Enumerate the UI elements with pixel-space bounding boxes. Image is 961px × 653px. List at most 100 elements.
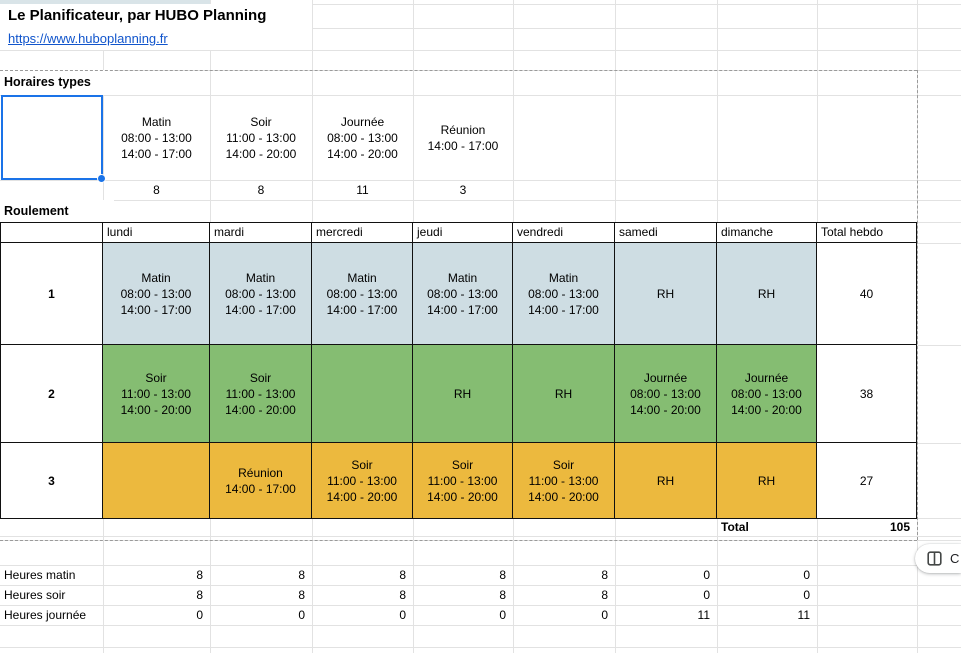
- shift-name: Matin: [141, 270, 171, 285]
- day-header[interactable]: jeudi: [413, 223, 513, 243]
- heures-value[interactable]: 8: [196, 568, 203, 582]
- schedule-cell[interactable]: Journée 08:00 - 13:00 14:00 - 20:00: [717, 345, 817, 443]
- website-link[interactable]: https://www.huboplanning.fr: [0, 28, 312, 50]
- gridline-h: [0, 605, 961, 606]
- shift-hours-cell[interactable]: 8: [153, 183, 160, 197]
- schedule-cell[interactable]: Soir 11:00 - 13:00 14:00 - 20:00: [210, 345, 312, 443]
- shift-time: 11:00 - 13:00: [226, 130, 296, 145]
- shift-time: 08:00 - 13:00: [326, 286, 398, 301]
- schedule-cell[interactable]: Réunion 14:00 - 17:00: [210, 443, 312, 519]
- rotation-number[interactable]: 3: [1, 443, 103, 519]
- heures-value[interactable]: 11: [697, 608, 710, 622]
- heures-value[interactable]: 0: [703, 588, 710, 602]
- schedule-cell[interactable]: Matin 08:00 - 13:00 14:00 - 17:00: [513, 243, 615, 345]
- shift-name: Matin: [548, 270, 579, 285]
- schedule-cell[interactable]: Matin 08:00 - 13:00 14:00 - 17:00: [103, 243, 210, 345]
- day-header[interactable]: samedi: [615, 223, 717, 243]
- day-header[interactable]: vendredi: [513, 223, 615, 243]
- day-header[interactable]: dimanche: [717, 223, 817, 243]
- schedule-cell[interactable]: Soir 11:00 - 13:00 14:00 - 20:00: [103, 345, 210, 443]
- heures-journee-label[interactable]: Heures journée: [4, 608, 87, 622]
- heures-value[interactable]: 0: [803, 588, 810, 602]
- heures-value[interactable]: 8: [601, 568, 608, 582]
- heures-value[interactable]: 8: [399, 588, 406, 602]
- partial-row-cell: [103, 0, 210, 4]
- schedule-cell[interactable]: RH: [717, 243, 817, 345]
- column-stats-button-label: C: [950, 551, 960, 566]
- shift-time: 11:00 - 13:00: [121, 386, 191, 401]
- total-value[interactable]: 105: [889, 520, 910, 534]
- column-stats-icon: [927, 551, 942, 566]
- heures-soir-label[interactable]: Heures soir: [4, 588, 66, 602]
- fill-handle[interactable]: [97, 174, 106, 183]
- gridline-h: [0, 625, 961, 626]
- heures-value[interactable]: 11: [797, 608, 810, 622]
- shift-time: 14:00 - 20:00: [120, 402, 192, 417]
- heures-matin-label[interactable]: Heures matin: [4, 568, 76, 582]
- schedule-cell[interactable]: Soir 11:00 - 13:00 14:00 - 20:00: [413, 443, 513, 519]
- shift-type-journee[interactable]: Journée 08:00 - 13:00 14:00 - 20:00: [312, 95, 413, 180]
- roulement-label[interactable]: Roulement: [0, 200, 114, 222]
- heures-value[interactable]: 0: [703, 568, 710, 582]
- shift-name: Journée: [340, 114, 385, 129]
- heures-value[interactable]: 0: [298, 608, 305, 622]
- shift-hours-cell[interactable]: 3: [459, 183, 467, 197]
- total-label[interactable]: Total: [721, 520, 749, 534]
- schedule-cell[interactable]: Soir 11:00 - 13:00 14:00 - 20:00: [513, 443, 615, 519]
- heures-value[interactable]: 0: [499, 608, 506, 622]
- shift-time: 08:00 - 13:00: [528, 286, 599, 301]
- rotation-number[interactable]: 1: [1, 243, 103, 345]
- schedule-cell[interactable]: [103, 443, 210, 519]
- shift-name: RH: [656, 473, 675, 488]
- shift-time: 11:00 - 13:00: [528, 473, 599, 488]
- shift-name: Matin: [245, 270, 276, 285]
- schedule-cell[interactable]: Matin 08:00 - 13:00 14:00 - 17:00: [312, 243, 413, 345]
- rotation-number[interactable]: 2: [1, 345, 103, 443]
- schedule-cell[interactable]: [312, 345, 413, 443]
- shift-hours-cell[interactable]: 8: [257, 183, 265, 197]
- heures-value[interactable]: 0: [399, 608, 406, 622]
- heures-value[interactable]: 0: [601, 608, 608, 622]
- schedule-cell[interactable]: Matin 08:00 - 13:00 14:00 - 17:00: [210, 243, 312, 345]
- schedule-cell[interactable]: RH: [615, 243, 717, 345]
- heures-value[interactable]: 8: [499, 588, 506, 602]
- shift-time: 14:00 - 17:00: [427, 302, 498, 317]
- horaires-types-label[interactable]: Horaires types: [0, 70, 114, 95]
- heures-value[interactable]: 8: [196, 588, 203, 602]
- gridline-h: [0, 180, 961, 181]
- schedule-cell[interactable]: Soir 11:00 - 13:00 14:00 - 20:00: [312, 443, 413, 519]
- roulement-table: lundi mardi mercredi jeudi vendredi same…: [0, 222, 917, 519]
- shift-hours-cell[interactable]: 11: [356, 183, 369, 197]
- heures-value[interactable]: 8: [499, 568, 506, 582]
- schedule-cell[interactable]: RH: [615, 443, 717, 519]
- schedule-cell[interactable]: Matin 08:00 - 13:00 14:00 - 17:00: [413, 243, 513, 345]
- page-title[interactable]: Le Planificateur, par HUBO Planning: [0, 4, 312, 28]
- total-hebdo-cell[interactable]: 27: [817, 443, 917, 519]
- schedule-cell[interactable]: Journée 08:00 - 13:00 14:00 - 20:00: [615, 345, 717, 443]
- gridline-h: [0, 647, 961, 648]
- schedule-cell[interactable]: RH: [413, 345, 513, 443]
- heures-value[interactable]: 0: [803, 568, 810, 582]
- heures-value[interactable]: 8: [399, 568, 406, 582]
- selected-cell[interactable]: [1, 95, 106, 183]
- heures-value[interactable]: 8: [601, 588, 608, 602]
- shift-type-matin[interactable]: Matin 08:00 - 13:00 14:00 - 17:00: [103, 95, 210, 180]
- shift-time: 14:00 - 20:00: [225, 402, 296, 417]
- day-header[interactable]: mardi: [210, 223, 312, 243]
- schedule-cell[interactable]: RH: [513, 345, 615, 443]
- column-stats-button[interactable]: C: [915, 544, 961, 573]
- shift-type-soir[interactable]: Soir 11:00 - 13:00 14:00 - 20:00: [210, 95, 312, 180]
- total-hebdo-header[interactable]: Total hebdo: [817, 223, 917, 243]
- total-hebdo-cell[interactable]: 40: [817, 243, 917, 345]
- shift-type-reunion[interactable]: Réunion 14:00 - 17:00: [413, 95, 513, 180]
- shift-time: 11:00 - 13:00: [427, 473, 498, 488]
- heures-value[interactable]: 8: [298, 568, 305, 582]
- schedule-cell[interactable]: RH: [717, 443, 817, 519]
- day-header[interactable]: lundi: [103, 223, 210, 243]
- corner-cell[interactable]: [1, 223, 103, 243]
- day-header[interactable]: mercredi: [312, 223, 413, 243]
- total-hebdo-cell[interactable]: 38: [817, 345, 917, 443]
- heures-value[interactable]: 8: [298, 588, 305, 602]
- heures-value[interactable]: 0: [196, 608, 203, 622]
